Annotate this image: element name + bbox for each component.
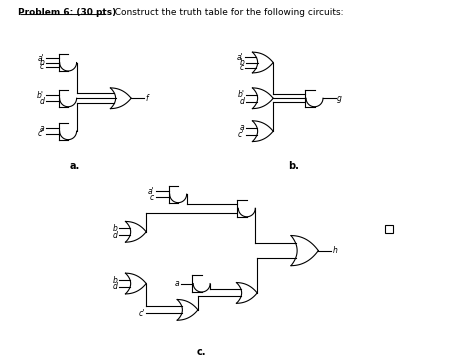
Text: c': c': [138, 309, 144, 318]
Text: b: b: [239, 58, 244, 67]
Text: h: h: [332, 246, 337, 255]
Text: c: c: [150, 192, 154, 201]
Text: d: d: [239, 97, 244, 106]
Text: b: b: [39, 58, 44, 67]
Text: a': a': [147, 187, 154, 196]
Text: a': a': [236, 53, 243, 62]
Bar: [384, 225, 392, 233]
Text: b.: b.: [288, 161, 298, 171]
Text: a: a: [239, 123, 244, 132]
Text: a.: a.: [70, 161, 80, 171]
Text: Construct the truth table for the following circuits:: Construct the truth table for the follow…: [109, 8, 343, 17]
Text: d: d: [39, 97, 44, 106]
Text: c': c': [38, 130, 44, 139]
Text: b': b': [37, 91, 44, 100]
Text: d: d: [112, 282, 117, 291]
Text: f: f: [145, 94, 147, 103]
Text: b: b: [112, 224, 117, 233]
Text: a': a': [37, 54, 44, 63]
Text: Problem 6: (30 pts): Problem 6: (30 pts): [18, 8, 116, 17]
Text: b': b': [237, 90, 244, 99]
Text: c': c': [238, 130, 244, 139]
Text: c.: c.: [197, 347, 206, 357]
Text: a: a: [40, 124, 44, 133]
Text: a: a: [175, 279, 179, 288]
Text: c: c: [40, 62, 44, 71]
Text: g: g: [336, 94, 341, 103]
Text: c: c: [239, 63, 243, 72]
Text: b: b: [112, 276, 117, 285]
Text: d: d: [112, 231, 117, 240]
